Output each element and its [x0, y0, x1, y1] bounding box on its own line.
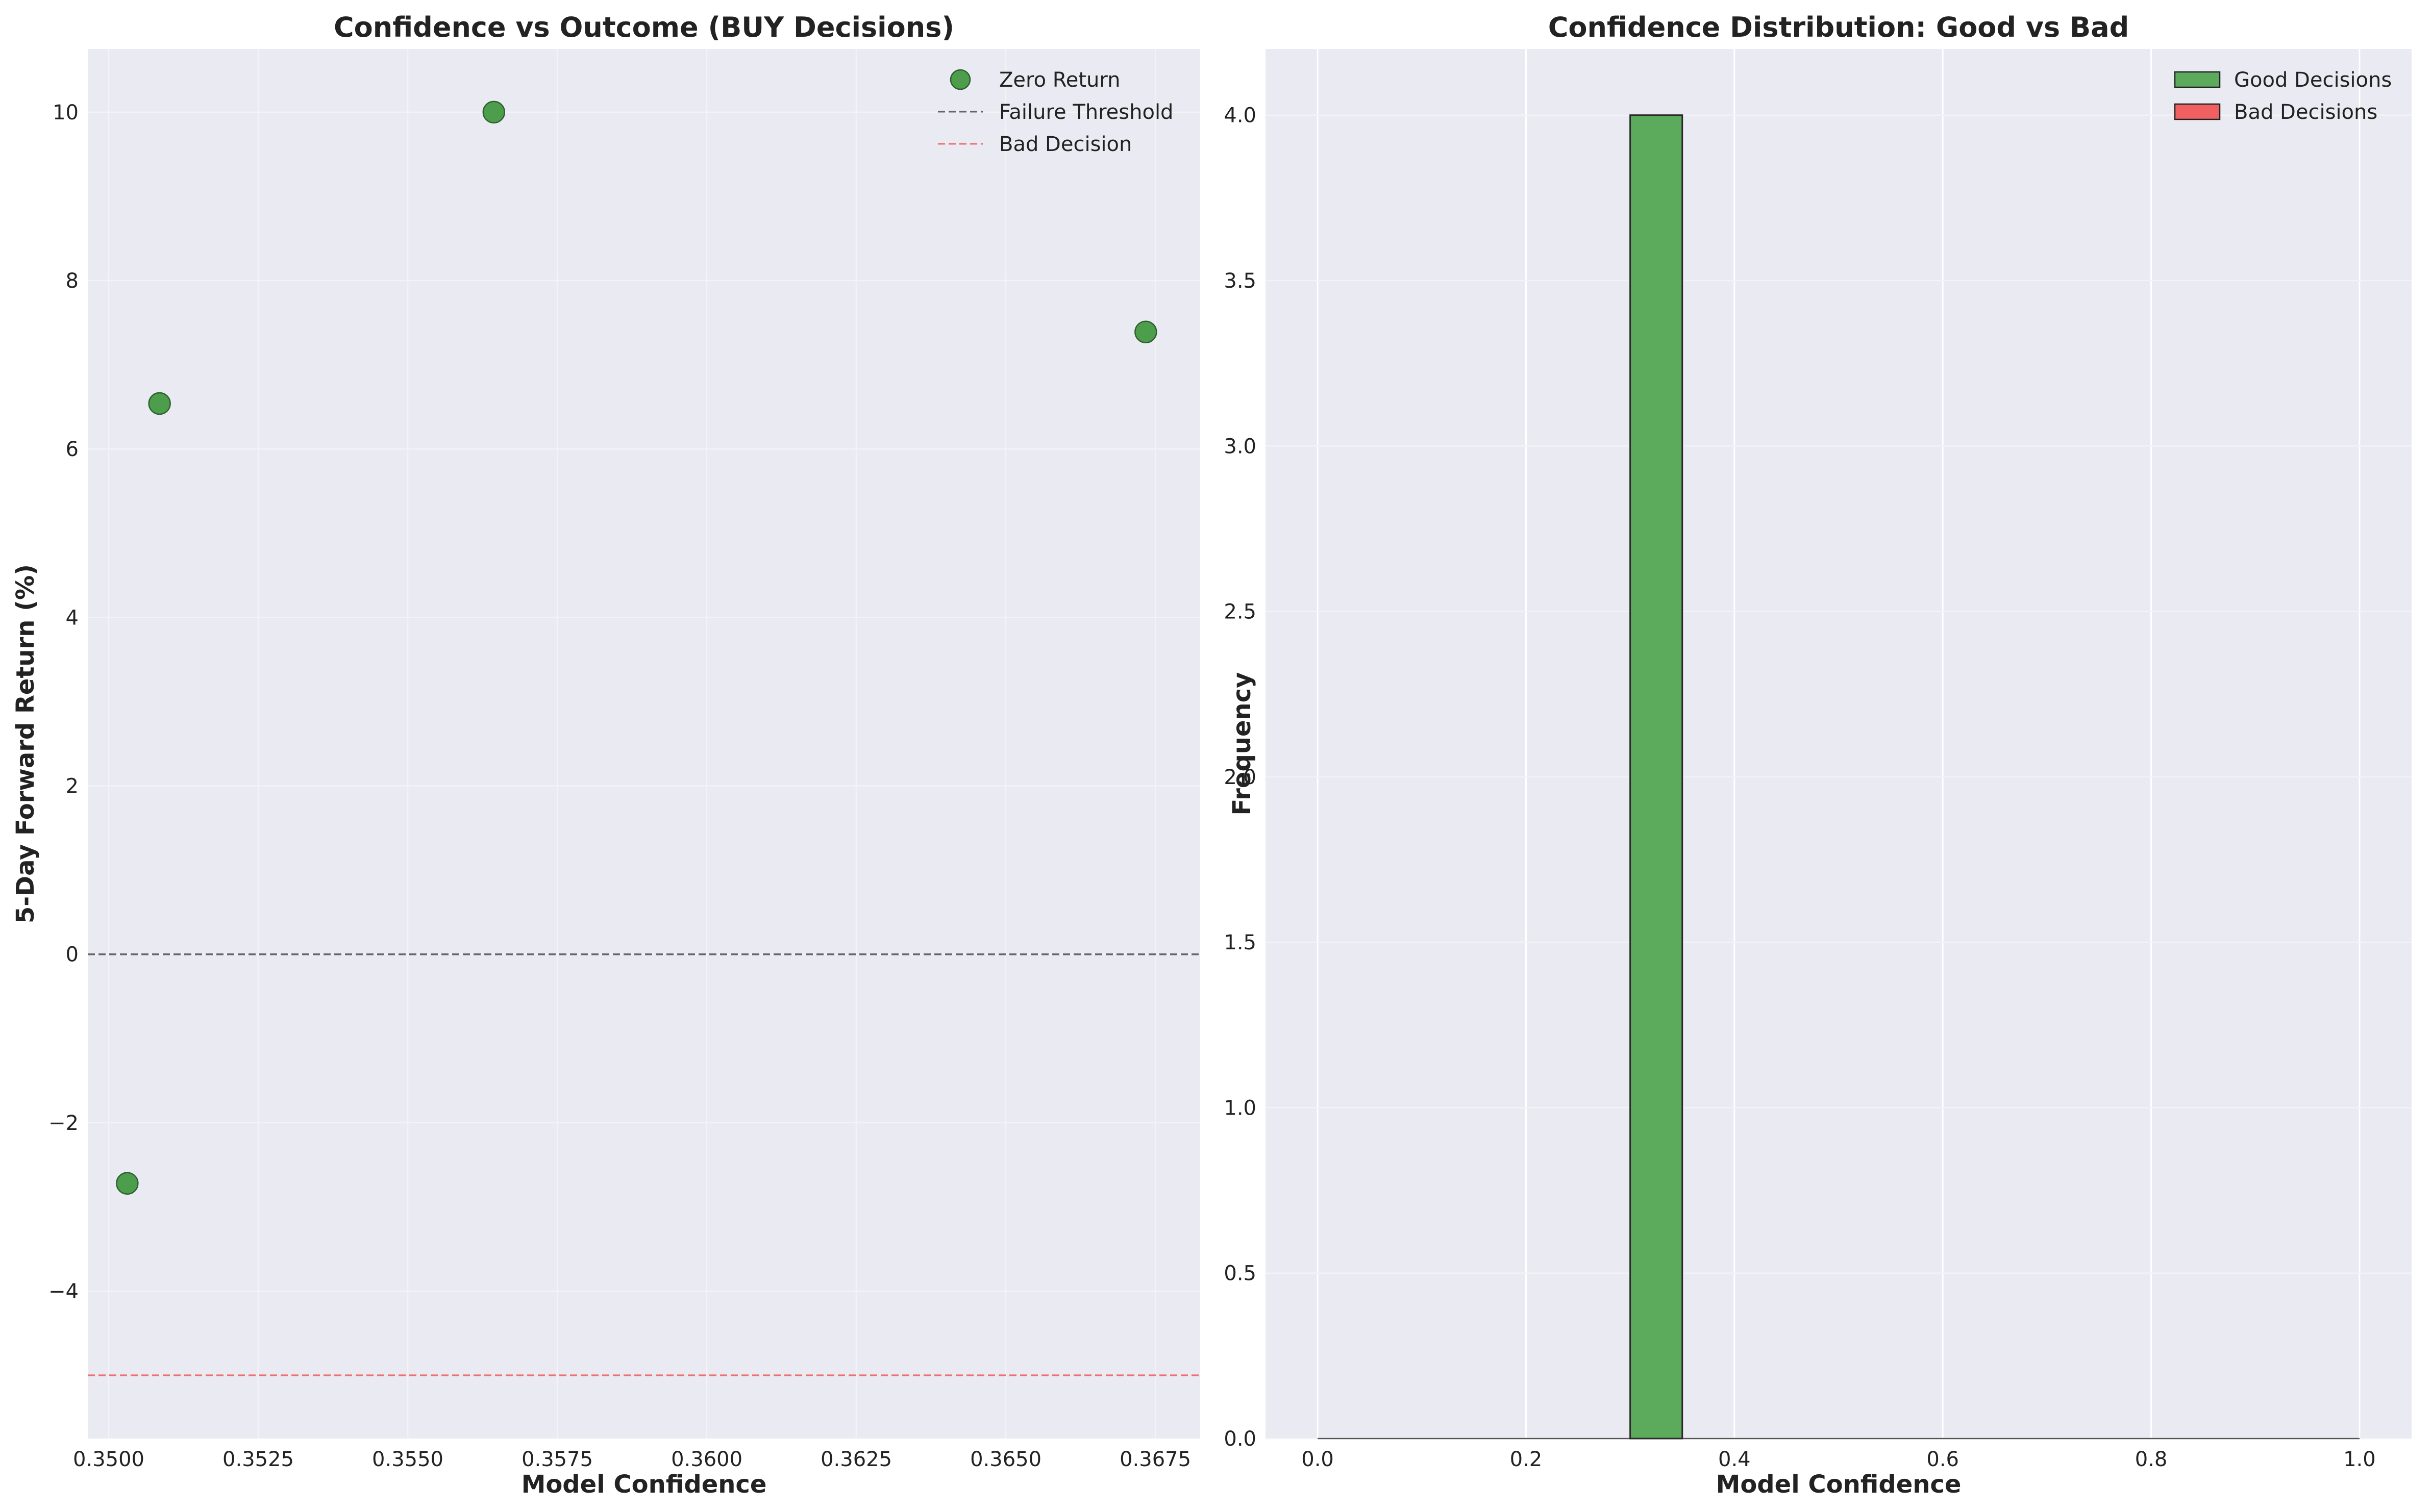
x-tick-label: 0.3675 [1120, 1448, 1191, 1471]
histogram-bars [1318, 114, 2360, 1440]
y-tick-label: 3.0 [1224, 435, 1256, 458]
y-tick-label: 0 [66, 943, 79, 967]
x-tick-label: 0.0 [1301, 1448, 1334, 1471]
y-tick-label: −2 [48, 1112, 79, 1135]
y-tick-label: 8 [66, 269, 79, 293]
histogram-y-ticks: 0.0 0.5 1.0 1.5 2.0 2.5 3.0 3.5 4.0 [1224, 104, 1256, 1451]
histogram-bar [1629, 114, 1683, 1440]
x-tick-label: 0.3500 [73, 1448, 144, 1471]
legend-label-bad-decision: Bad Decision [999, 133, 1132, 156]
y-tick-label: 0.5 [1224, 1262, 1256, 1286]
x-tick-label: 0.3550 [372, 1448, 443, 1471]
scatter-panel: 0.3500 0.3525 0.3550 0.3575 0.3600 0.3625 0.36… [11, 11, 1200, 1499]
y-tick-label: 2 [66, 775, 79, 798]
scatter-x-axis-label: Model Confidence [522, 1470, 767, 1499]
scatter-x-ticks: 0.3500 0.3525 0.3550 0.3575 0.3600 0.3625 0.36… [73, 1448, 1191, 1471]
y-tick-label: 1.5 [1224, 931, 1256, 954]
histogram-y-axis-label: Frequency [1228, 672, 1256, 816]
legend-patch-bad-decisions [2174, 103, 2221, 120]
y-tick-label: 4.0 [1224, 104, 1256, 128]
x-tick-label: 0.3600 [671, 1448, 742, 1471]
scatter-reference-lines [88, 953, 1200, 1376]
x-tick-label: 0.3625 [821, 1448, 892, 1471]
y-tick-label: 0.0 [1224, 1427, 1256, 1451]
scatter-legend: Zero Return Failure Threshold Bad Decisi… [938, 68, 1173, 156]
y-tick-label: 4 [66, 606, 79, 629]
histogram-panel: 0.0 0.2 0.4 0.6 0.8 1.0 0.0 0.5 1.0 1.5 2.0 2.5 3.0… [1224, 11, 2412, 1499]
scatter-plot-area [88, 49, 1200, 1439]
x-tick-label: 0.6 [1926, 1448, 1959, 1471]
y-tick-label: −4 [48, 1280, 79, 1303]
legend-label-bad-decisions: Bad Decisions [2234, 100, 2377, 124]
x-tick-label: 1.0 [2343, 1448, 2376, 1471]
y-tick-label: 10 [53, 101, 79, 124]
scatter-point [482, 100, 506, 124]
legend-label-failure-threshold: Failure Threshold [999, 100, 1173, 124]
y-tick-label: 2.0 [1224, 766, 1256, 789]
legend-patch-good-decisions [2174, 71, 2221, 88]
histogram-plot-area [1266, 49, 2412, 1439]
histogram-x-axis-label: Model Confidence [1716, 1470, 1962, 1499]
legend-marker-zero-return [950, 69, 971, 90]
y-tick-label: 1.0 [1224, 1096, 1256, 1120]
y-tick-label: 3.5 [1224, 269, 1256, 293]
scatter-y-axis-label: 5-Day Forward Return (%) [11, 564, 40, 923]
scatter-point [1134, 320, 1157, 343]
x-tick-label: 0.3575 [522, 1448, 593, 1471]
scatter-points [116, 100, 1157, 1195]
y-tick-label: 2.5 [1224, 600, 1256, 624]
scatter-point [116, 1172, 139, 1195]
scatter-y-ticks: −4 −2 0 2 4 6 8 10 [48, 101, 79, 1303]
histogram-title: Confidence Distribution: Good vs Bad [1548, 11, 2129, 43]
x-tick-label: 0.3525 [222, 1448, 294, 1471]
legend-label-good-decisions: Good Decisions [2234, 68, 2392, 92]
y-tick-label: 6 [66, 438, 79, 461]
x-tick-label: 0.4 [1718, 1448, 1751, 1471]
scatter-point [148, 392, 171, 415]
x-tick-label: 0.3650 [970, 1448, 1041, 1471]
legend-label-zero-return: Zero Return [999, 68, 1121, 92]
scatter-title: Confidence vs Outcome (BUY Decisions) [334, 11, 954, 43]
histogram-legend: Good Decisions Bad Decisions [2174, 68, 2392, 124]
x-tick-label: 0.8 [2135, 1448, 2168, 1471]
x-tick-label: 0.2 [1510, 1448, 1543, 1471]
histogram-x-ticks: 0.0 0.2 0.4 0.6 0.8 1.0 [1301, 1448, 2375, 1471]
